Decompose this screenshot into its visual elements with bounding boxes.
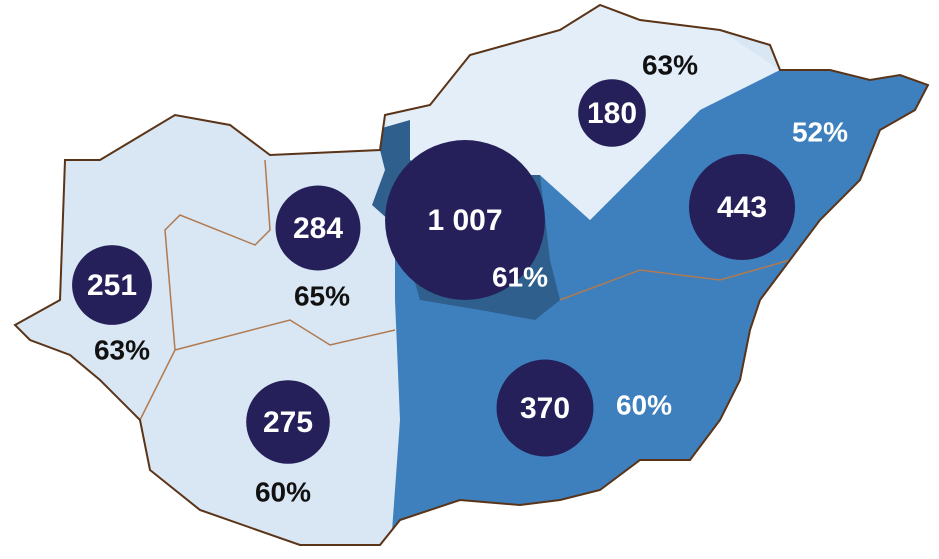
share-label: 63% <box>94 334 150 365</box>
bubble-label: 251 <box>87 269 137 302</box>
share-label: 65% <box>294 280 350 311</box>
bubble <box>496 359 594 457</box>
bubble <box>578 79 646 147</box>
bubble <box>275 185 361 271</box>
bubble <box>385 140 545 300</box>
county-border <box>559 259 791 301</box>
bubble-label: 370 <box>520 392 570 425</box>
bubble <box>72 245 152 325</box>
bubble-label: 284 <box>293 212 343 245</box>
share-label: 52% <box>792 116 848 147</box>
bubble-label: 1 007 <box>427 204 502 237</box>
country-outline <box>13 3 930 546</box>
bubble-label: 443 <box>717 191 767 224</box>
share-label: 61% <box>492 261 548 292</box>
county-border <box>174 319 396 351</box>
bubble <box>688 153 796 261</box>
share-label: 60% <box>616 389 672 420</box>
share-label: 60% <box>255 476 311 507</box>
bubble-label: 180 <box>587 97 637 130</box>
bubble-label: 275 <box>263 406 313 439</box>
bubble <box>246 380 330 464</box>
share-label: 63% <box>642 49 698 80</box>
